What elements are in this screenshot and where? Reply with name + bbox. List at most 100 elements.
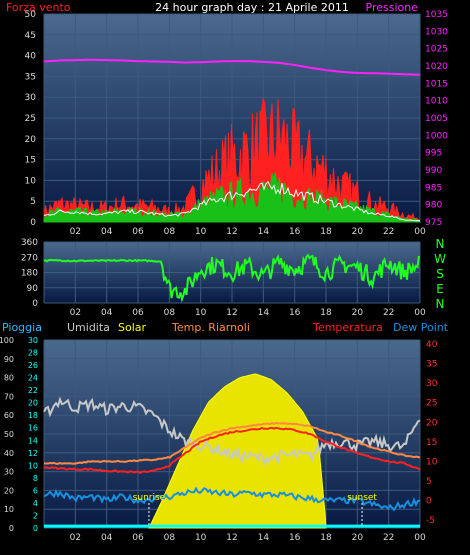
wind-speed-series (43, 172, 421, 223)
sun-markers: sunrise sunset (133, 493, 377, 526)
temperature-tick-label: -5 (426, 516, 435, 526)
wind-tick-label: 50 (25, 10, 37, 20)
pressure-tick-label: 1010 (425, 97, 448, 107)
rain-tick-label: 6 (33, 486, 38, 495)
temperature-tick-label: 0 (426, 497, 432, 507)
wind-average-series (43, 180, 421, 222)
humidity-tick-label: 10 (4, 505, 14, 514)
wind-tick-label: 10 (25, 176, 37, 186)
x-tick-label: 00 (414, 227, 426, 237)
legend-humidity: Umidita (67, 321, 110, 334)
wind-direction-series (43, 253, 420, 303)
x-tick-label: 14 (258, 227, 270, 237)
room-temperature-series (43, 421, 421, 465)
temperature-tick-label: 5 (426, 477, 432, 487)
x-tick-label: 14 (258, 533, 270, 543)
wind-tick-label: 5 (30, 197, 36, 207)
legend-dew-point: Dew Point (393, 321, 449, 334)
x-tick-label: 06 (132, 308, 144, 318)
humidity-tick-label: 100 (0, 336, 14, 345)
rain-tick-label: 26 (28, 361, 38, 370)
humidity-tick-label: 30 (4, 468, 14, 477)
wind-tick-label: 20 (25, 135, 37, 145)
x-tick-label: 08 (164, 533, 176, 543)
compass-label: N (436, 297, 445, 311)
rain-tick-label: 20 (28, 399, 38, 408)
humidity-tick-label: 80 (4, 374, 14, 383)
pressure-tick-label: 995 (425, 149, 442, 159)
x-tick-label: 16 (289, 308, 301, 318)
x-tick-label: 16 (289, 227, 301, 237)
x-tick-label: 12 (226, 308, 237, 318)
sunrise-label: sunrise (133, 493, 166, 503)
legend-temperature: Temperatura (312, 321, 383, 334)
x-tick-label: 18 (320, 308, 332, 318)
x-tick-label: 04 (101, 308, 113, 318)
x-tick-label: 02 (70, 227, 81, 237)
humidity-tick-label: 20 (4, 486, 14, 495)
temperature-tick-label: 35 (426, 360, 437, 370)
dew-point-series (43, 486, 421, 512)
x-tick-label: 10 (195, 533, 207, 543)
x-tick-label: 06 (132, 227, 144, 237)
x-tick-label: 14 (258, 308, 270, 318)
x-tick-label: 22 (383, 308, 394, 318)
pressure-tick-label: 1035 (425, 10, 448, 20)
rain-tick-label: 30 (28, 336, 38, 345)
x-tick-label: 04 (101, 227, 113, 237)
rain-tick-label: 10 (28, 461, 38, 470)
rain-tick-label: 16 (28, 424, 38, 433)
wind-tick-label: 35 (25, 72, 36, 82)
temperature-tick-label: 25 (426, 399, 437, 409)
humidity-tick-label: 70 (4, 392, 14, 401)
humidity-tick-label: 60 (4, 411, 14, 420)
pressure-tick-label: 975 (425, 218, 442, 228)
axis-ticks: 02 04 06 08 10 12 14 16 18 20 22 000510152025303540… (0, 10, 448, 543)
temperature-tick-label: 10 (426, 457, 438, 467)
x-tick-label: 22 (383, 227, 394, 237)
temperature-tick-label: 15 (426, 438, 437, 448)
x-tick-label: 02 (70, 308, 81, 318)
rain-tick-label: 12 (28, 449, 38, 458)
pressure-tick-label: 1000 (425, 131, 448, 141)
temperature-tick-label: 20 (426, 418, 438, 428)
humidity-series (43, 396, 421, 468)
sunset-label: sunset (347, 493, 377, 503)
wind-tick-label: 25 (25, 114, 36, 124)
x-tick-label: 18 (320, 227, 332, 237)
direction-tick-label: 0 (32, 299, 38, 309)
wind-tick-label: 0 (30, 218, 36, 228)
x-tick-label: 06 (132, 533, 144, 543)
wind-tick-label: 40 (25, 52, 37, 62)
x-tick-label: 04 (101, 533, 113, 543)
compass-label: S (436, 267, 444, 281)
wind-gust-series (43, 97, 421, 223)
x-tick-label: 00 (414, 308, 426, 318)
humidity-tick-label: 50 (4, 430, 14, 439)
direction-grid (43, 241, 421, 304)
wind-tick-label: 30 (25, 93, 37, 103)
rain-tick-label: 4 (33, 499, 38, 508)
direction-tick-label: 360 (21, 238, 38, 248)
x-tick-label: 16 (289, 533, 301, 543)
pressure-tick-label: 985 (425, 183, 442, 193)
rain-tick-label: 2 (33, 511, 38, 520)
compass-label: W (434, 252, 446, 266)
x-tick-label: 08 (164, 308, 176, 318)
temperature-tick-label: 30 (426, 379, 438, 389)
compass-label: E (436, 282, 444, 296)
x-tick-label: 22 (383, 533, 394, 543)
humidity-tick-label: 40 (4, 449, 14, 458)
pressure-tick-label: 1015 (425, 79, 448, 89)
x-tick-label: 10 (195, 227, 207, 237)
x-tick-label: 02 (70, 533, 81, 543)
direction-tick-label: 270 (21, 253, 38, 263)
x-tick-label: 10 (195, 308, 207, 318)
legend-room-temp: Temp. Riarnoli (171, 321, 250, 334)
pressure-axis-label: Pressione (366, 1, 419, 14)
x-tick-label: 08 (164, 227, 176, 237)
x-tick-label: 20 (352, 227, 364, 237)
temperature-tick-label: 40 (426, 340, 438, 350)
x-tick-label: 00 (414, 533, 426, 543)
